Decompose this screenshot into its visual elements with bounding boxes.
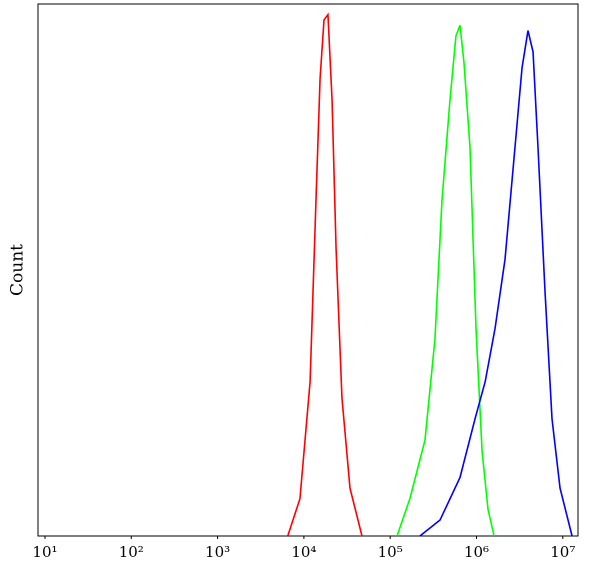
x-tick-label: 10⁶ bbox=[464, 543, 489, 561]
x-tick-label: 10¹ bbox=[32, 543, 57, 561]
x-tick-label: 10⁷ bbox=[550, 543, 575, 561]
x-tick-label: 10⁴ bbox=[291, 543, 316, 561]
plot-frame bbox=[37, 3, 579, 537]
histogram-line bbox=[286, 12, 363, 537]
histogram-line bbox=[396, 24, 495, 537]
x-tick-label: 10⁵ bbox=[378, 543, 403, 561]
x-tick-label: 10³ bbox=[205, 543, 230, 561]
y-axis-label: Count bbox=[8, 244, 28, 296]
histogram-line bbox=[419, 30, 573, 537]
x-tick-label: 10² bbox=[119, 543, 144, 561]
